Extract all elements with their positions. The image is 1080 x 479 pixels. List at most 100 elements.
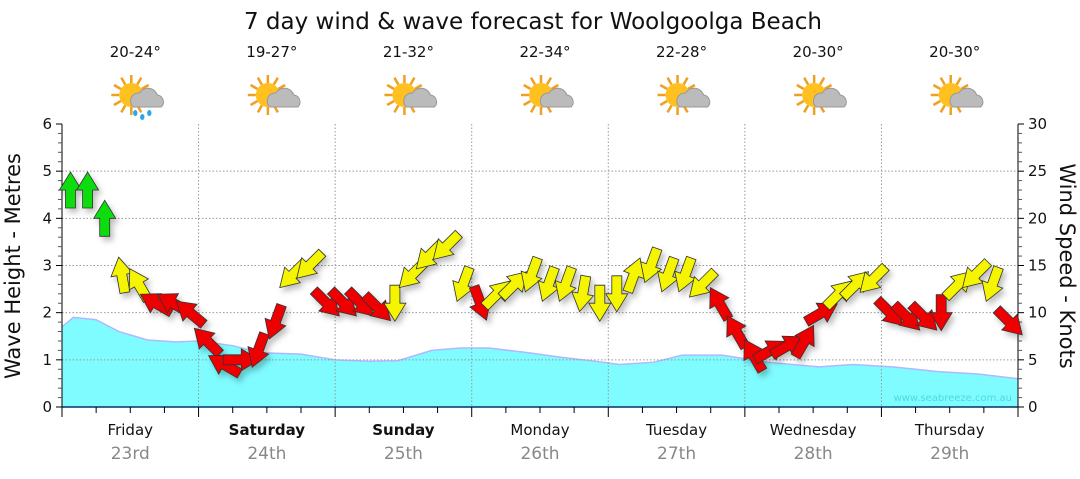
x-date-label: 29th bbox=[930, 444, 969, 464]
x-date-label: 23rd bbox=[111, 444, 150, 464]
wind-arrow bbox=[360, 291, 392, 322]
y-tick-label-left: 6 bbox=[42, 115, 52, 133]
y-tick-label-right: 15 bbox=[1028, 257, 1047, 275]
x-day-label: Thursday bbox=[914, 421, 985, 439]
y-tick-label-left: 4 bbox=[42, 209, 52, 227]
sun-ray bbox=[939, 77, 946, 86]
wind-arrow bbox=[674, 255, 697, 293]
wind-arrow bbox=[264, 302, 287, 340]
sun-ray bbox=[529, 104, 537, 113]
x-date-label: 24th bbox=[247, 444, 286, 464]
wind-arrow bbox=[309, 286, 340, 317]
sun-ray bbox=[955, 77, 962, 86]
y-tick-label-right: 25 bbox=[1028, 162, 1047, 180]
sun-ray bbox=[141, 83, 150, 91]
sun-ray bbox=[939, 104, 946, 113]
cloud bbox=[403, 87, 438, 108]
x-day-label: Monday bbox=[510, 421, 569, 439]
y-axis-label-right: Wind Speed - Knots bbox=[1055, 163, 1079, 368]
wind-arrow bbox=[688, 267, 720, 298]
y-tick-label-left: 3 bbox=[42, 257, 52, 275]
y-axis-label-left: Wave Height - Metres bbox=[1, 153, 25, 379]
wind-arrow bbox=[588, 284, 612, 322]
wave-line bbox=[61, 316, 1019, 380]
wind-arrow bbox=[452, 265, 475, 303]
wind-arrow bbox=[571, 274, 595, 313]
y-tick-label-right: 20 bbox=[1028, 209, 1047, 227]
cloud bbox=[266, 87, 301, 108]
sun-ray bbox=[682, 77, 689, 86]
x-day-label: Friday bbox=[108, 421, 154, 439]
y-tick-label-right: 0 bbox=[1028, 398, 1038, 416]
day-temperature: 22-28° bbox=[656, 43, 707, 61]
wave-area bbox=[62, 317, 1018, 407]
wind-arrow bbox=[890, 300, 921, 331]
wind-arrow bbox=[709, 286, 734, 322]
x-day-label: Tuesday bbox=[645, 421, 707, 439]
wind-arrow bbox=[929, 294, 953, 332]
y-tick-label-left: 0 bbox=[42, 398, 52, 416]
x-date-label: 26th bbox=[520, 444, 559, 464]
day-temperature: 20-30° bbox=[793, 43, 844, 61]
sun-ray bbox=[803, 104, 810, 113]
wind-arrow bbox=[640, 246, 663, 284]
wind-arrow bbox=[981, 265, 1004, 303]
sun-ray bbox=[550, 83, 559, 91]
wind-arrow bbox=[75, 171, 100, 209]
wind-arrow bbox=[907, 300, 938, 331]
sun-ray bbox=[659, 99, 668, 107]
y-tick-label-left: 5 bbox=[42, 162, 52, 180]
sun-cloud-icon bbox=[247, 75, 301, 115]
sun-ray bbox=[414, 83, 423, 91]
sun-ray bbox=[113, 99, 122, 107]
sun-ray bbox=[529, 77, 537, 86]
sun-ray bbox=[523, 99, 532, 107]
wind-arrow bbox=[554, 265, 577, 303]
sun-ray bbox=[823, 83, 833, 91]
wind-arrow bbox=[92, 199, 117, 237]
wind-arrow bbox=[383, 284, 407, 322]
sun-ray bbox=[409, 77, 416, 86]
sun-ray bbox=[113, 83, 122, 91]
day-temperature: 21-32° bbox=[383, 43, 434, 61]
rain-drop bbox=[133, 110, 138, 116]
x-day-label: Wednesday bbox=[770, 421, 857, 439]
sun-ray bbox=[666, 77, 673, 86]
sun-cloud-icon bbox=[657, 75, 711, 115]
sun-ray bbox=[545, 77, 553, 86]
sun-ray bbox=[687, 83, 696, 91]
sun-ray bbox=[393, 77, 400, 86]
wind-arrow bbox=[326, 286, 357, 317]
sun-ray bbox=[256, 104, 263, 113]
sun-ray bbox=[796, 83, 805, 91]
wind-arrow bbox=[175, 300, 208, 329]
sun-ray bbox=[249, 83, 259, 91]
wind-arrow bbox=[962, 258, 993, 289]
y-tick-label-left: 2 bbox=[42, 304, 52, 322]
wind-arrow bbox=[605, 275, 629, 313]
axes: 0 1 2 3 4 5 6 0 5 10 15 20 25 30 Friday 23rd Saturday 24t… bbox=[42, 115, 1047, 464]
wind-arrow bbox=[992, 305, 1023, 336]
daily-weather-header: 20-24° 19-27° 21-32° 22-34° 22-28° 20-30° 20-3… bbox=[110, 43, 984, 120]
wind-arrow bbox=[859, 262, 890, 293]
y-tick-label-left: 1 bbox=[42, 351, 52, 369]
wind-arrow bbox=[657, 255, 680, 293]
day-temperature: 20-24° bbox=[110, 43, 161, 61]
sun-ray bbox=[659, 83, 668, 91]
sun-ray bbox=[932, 99, 941, 107]
wind-arrow bbox=[193, 327, 224, 358]
sun-ray bbox=[393, 104, 400, 113]
sun-ray bbox=[120, 77, 127, 86]
cloud bbox=[676, 87, 711, 108]
sun-cloud-icon bbox=[384, 75, 438, 115]
x-date-label: 27th bbox=[657, 444, 696, 464]
y-tick-label-right: 10 bbox=[1028, 304, 1047, 322]
sun-ray bbox=[249, 99, 259, 107]
cloud bbox=[949, 87, 984, 108]
cloud bbox=[539, 87, 574, 108]
wind-arrow bbox=[207, 354, 243, 379]
sun-ray bbox=[960, 83, 969, 91]
wind-arrow bbox=[520, 255, 543, 293]
sun-cloud-icon bbox=[521, 75, 574, 115]
